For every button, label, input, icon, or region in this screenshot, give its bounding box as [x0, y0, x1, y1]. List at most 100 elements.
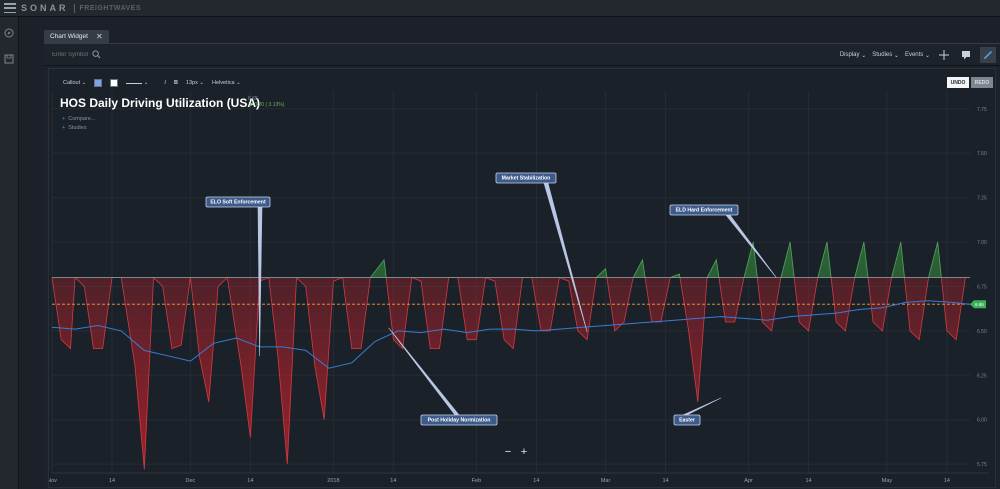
chevron-down-icon: ⌄	[892, 52, 899, 59]
undo-button[interactable]: UNDO	[947, 77, 969, 88]
callout-label: ELD Hard Enforcement	[676, 208, 733, 214]
crosshair-icon	[939, 50, 949, 60]
x-tick-label: Mar	[601, 478, 611, 484]
sonar-logo: SONAR	[21, 3, 69, 13]
negative-area	[52, 277, 966, 470]
bold-label: B	[173, 80, 178, 86]
x-tick-label: Dec	[186, 478, 196, 484]
bold-button[interactable]: B	[174, 75, 178, 91]
font-size-value: 13px	[185, 80, 198, 86]
change-label: 0.20 ( 3.13%)	[254, 102, 285, 108]
chart-canvas[interactable]: 7.75 7.50 7.25 7.00 6.75 6.50 6.25 6.00 5.75 6.65…	[49, 69, 997, 489]
studies-label: Studies	[872, 52, 893, 58]
x-tick-label: 14	[247, 478, 253, 484]
fill-color-swatch[interactable]	[94, 79, 103, 87]
chevron-down-icon: ⌄	[142, 80, 149, 86]
search-icon[interactable]	[92, 50, 101, 59]
widget-toolbar-right: Display ⌄ Studies ⌄ Events ⌄	[840, 47, 996, 63]
y-tick-label: 7.75	[977, 107, 987, 113]
font-size-select[interactable]: 13px ⌄	[186, 75, 204, 91]
y-tick-label: 7.00	[977, 240, 987, 246]
chevron-down-icon: ⌄	[923, 52, 930, 59]
chevron-down-icon: ⌄	[197, 80, 204, 86]
chevron-down-icon: ⌄	[234, 80, 241, 86]
font-family-value: Helvetica	[212, 80, 235, 86]
line-style-select[interactable]: ⌄	[126, 75, 148, 91]
callout-box[interactable]	[420, 414, 498, 426]
comment-icon	[962, 51, 970, 60]
events-menu-button[interactable]: Events ⌄	[905, 47, 930, 63]
close-icon[interactable]: ✕	[95, 32, 103, 41]
logo-divider	[73, 3, 75, 13]
italic-button[interactable]: I	[164, 75, 166, 91]
chart-widget: Display ⌄ Studies ⌄ Events ⌄ 7.75 7.50 7.2…	[44, 43, 1000, 489]
change-value: ▲ 0.20 ( 3.13%)	[248, 102, 284, 108]
italic-label: I	[164, 80, 166, 86]
left-rail	[0, 17, 19, 489]
callout-tail	[682, 397, 722, 416]
compare-link[interactable]: + Compare...	[62, 116, 95, 122]
save-icon[interactable]	[4, 54, 14, 64]
callout-tail	[257, 206, 263, 357]
x-tick-label: 14	[662, 478, 668, 484]
moving-average-line	[51, 300, 971, 369]
zoom-out-button[interactable]: −	[504, 446, 512, 458]
draw-button[interactable]	[980, 47, 996, 63]
crosshair-button[interactable]	[936, 47, 952, 63]
compass-icon[interactable]	[4, 28, 14, 38]
x-tick-label: 14	[109, 478, 115, 484]
zoom-in-button[interactable]: +	[520, 446, 528, 458]
x-tick-label: 14	[944, 478, 950, 484]
callout-tool-select[interactable]: Callout ⌄	[63, 75, 86, 91]
drawing-toolbar: Callout ⌄ ⌄ I B 13px ⌄ Helvetica ⌄	[63, 75, 241, 91]
line-color-swatch[interactable]	[110, 79, 119, 87]
y-tick-label: 6.00	[977, 418, 987, 424]
y-tick-label: 6.75	[977, 284, 987, 290]
studies-link[interactable]: + Studies	[62, 125, 87, 131]
symbol-search-input[interactable]	[52, 51, 92, 58]
tool-label: Callout	[63, 80, 81, 86]
x-tick-label: 14	[533, 478, 539, 484]
x-tick-label: Nov	[49, 478, 57, 484]
x-tick-label: 14	[805, 478, 811, 484]
callout-box[interactable]	[673, 414, 701, 426]
current-value-badge	[970, 300, 986, 309]
widget-tabstrip: Chart Widget ✕	[44, 30, 109, 43]
studies-menu-button[interactable]: Studies ⌄	[872, 47, 899, 63]
up-arrow-icon: ▲	[248, 102, 255, 108]
current-value-badge-label: 6.65	[975, 302, 984, 307]
callout-label: Easter	[679, 418, 695, 424]
pencil-icon	[983, 50, 993, 60]
y-tick-label: 6.25	[977, 373, 987, 379]
redo-button[interactable]: REDO	[971, 77, 993, 88]
tab-chart-widget[interactable]: Chart Widget ✕	[44, 30, 109, 43]
plus-icon: +	[62, 116, 66, 122]
y-tick-label: 6.50	[977, 329, 987, 335]
last-value: 6.65	[248, 96, 258, 102]
chart-title: HOS Daily Driving Utilization (USA)	[60, 96, 261, 110]
hamburger-menu-icon[interactable]	[4, 3, 16, 13]
plus-icon: +	[62, 125, 66, 131]
x-tick-label: Apr	[744, 478, 753, 484]
callout-label: ELO Soft Enforcement	[210, 200, 266, 206]
tab-label: Chart Widget	[50, 33, 88, 40]
display-menu-button[interactable]: Display ⌄	[840, 47, 866, 63]
x-tick-label: 14	[390, 478, 396, 484]
callout-box[interactable]	[205, 196, 271, 208]
comment-button[interactable]	[958, 47, 974, 63]
x-tick-label: 2018	[327, 478, 339, 484]
events-label: Events	[904, 52, 924, 58]
y-tick-label: 7.50	[977, 151, 987, 157]
x-tick-label: Feb	[472, 478, 481, 484]
display-label: Display	[839, 52, 860, 58]
widget-toolbar: Display ⌄ Studies ⌄ Events ⌄	[44, 44, 1000, 66]
chart-area: 7.75 7.50 7.25 7.00 6.75 6.50 6.25 6.00 5.75 6.65…	[48, 68, 996, 488]
chevron-down-icon: ⌄	[859, 52, 867, 59]
font-family-select[interactable]: Helvetica ⌄	[212, 75, 241, 91]
callout-label: Market Stabilization	[502, 176, 551, 182]
studies-link-label: Studies	[68, 125, 87, 131]
callout-box[interactable]	[495, 172, 557, 184]
line-style-icon	[126, 82, 143, 84]
callout-box[interactable]	[669, 204, 739, 216]
